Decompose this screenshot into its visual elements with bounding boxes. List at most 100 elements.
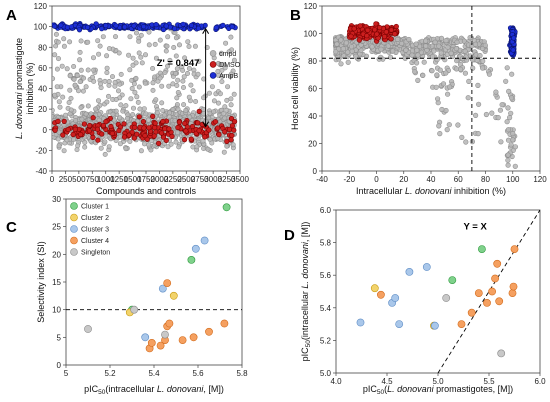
cmpd-point [437, 131, 443, 137]
y-tick-label: 40 [308, 112, 317, 121]
cmpd-point [505, 105, 511, 111]
cmpd-point [446, 122, 452, 128]
cmpd-point [458, 66, 464, 72]
cluster-point [391, 294, 400, 302]
cmpd-point [98, 145, 104, 151]
cmpd-point [163, 48, 169, 54]
dmso-point [189, 123, 196, 130]
cmpd-point [483, 111, 490, 118]
y-tick-label: 30 [52, 195, 61, 204]
cmpd-point [123, 103, 129, 109]
cmpd-point [343, 40, 349, 46]
dmso-point [182, 120, 188, 126]
cmpd-point [146, 29, 152, 35]
y-tick-label: 120 [34, 2, 48, 11]
x-tick-label: 500 [72, 175, 86, 184]
cmpd-point [138, 148, 144, 154]
cmpd-point [454, 39, 460, 45]
cmpd-point [443, 37, 449, 44]
cmpd-point [219, 73, 225, 79]
cmpd-point [173, 35, 179, 41]
cmpd-point [146, 142, 152, 148]
dmso-point [202, 134, 208, 140]
dmso-point [373, 21, 379, 27]
y-tick-label: 20 [38, 105, 47, 114]
cmpd-point [73, 118, 79, 124]
x-tick-label: -40 [316, 175, 328, 184]
cluster-point [187, 255, 196, 264]
cmpd-point [440, 81, 447, 87]
y-axis-label: Host cell viability (%) [290, 47, 300, 130]
dmso-point [166, 126, 172, 132]
dmso-point [356, 37, 363, 43]
cmpd-point [230, 142, 236, 148]
y-tick-label: 10 [52, 306, 61, 315]
cmpd-point [143, 111, 149, 117]
cmpd-point [141, 106, 147, 112]
cmpd-point [174, 66, 180, 72]
cmpd-point [206, 90, 212, 96]
cmpd-point [67, 87, 73, 93]
y-tick-label: 60 [38, 64, 47, 73]
cmpd-point [414, 60, 420, 66]
dmso-point [116, 128, 122, 134]
cmpd-point [167, 114, 173, 120]
ampb-point [76, 27, 83, 33]
cmpd-point [495, 114, 501, 121]
cmpd-point [71, 64, 77, 70]
legend-label: Cluster 2 [81, 215, 109, 222]
legend-marker [70, 202, 78, 210]
x-tick-label: 1250 [110, 175, 128, 184]
x-tick-label: 750 [86, 175, 100, 184]
cmpd-point [136, 84, 142, 90]
cmpd-point [85, 67, 91, 73]
cluster-point [467, 308, 476, 317]
cluster-point [165, 319, 174, 328]
cmpd-point [188, 82, 194, 88]
cluster-point [370, 284, 379, 293]
cmpd-point [205, 146, 211, 152]
cmpd-point [113, 34, 119, 40]
x-tick-label: 2500 [177, 175, 195, 184]
dmso-point [150, 113, 156, 119]
dmso-point [231, 127, 237, 133]
cmpd-point [181, 85, 187, 91]
dmso-point [109, 130, 115, 136]
dmso-point [132, 124, 138, 130]
cluster-point [491, 274, 499, 283]
cmpd-point [186, 66, 192, 72]
dmso-point [365, 27, 371, 33]
cmpd-point [499, 102, 505, 108]
dmso-point [351, 26, 357, 32]
cluster-point [200, 236, 209, 245]
legend-marker [70, 225, 78, 233]
cmpd-point [131, 105, 137, 111]
dmso-point [60, 132, 66, 138]
cmpd-point [146, 42, 152, 48]
dmso-point [129, 129, 135, 135]
legend-a: cmpd DMSO AmpB [209, 50, 241, 80]
x-tick-label: 20 [399, 175, 408, 184]
x-tick-label: 4.5 [381, 377, 393, 386]
dmso-point [78, 131, 84, 138]
cmpd-point [177, 42, 183, 48]
x-tick-label: 2250 [164, 175, 182, 184]
dmso-point [216, 132, 222, 138]
cmpd-point [187, 114, 193, 120]
dmso-point [188, 136, 194, 142]
cmpd-point [497, 107, 504, 113]
x-tick-label: -20 [343, 175, 355, 184]
cmpd-point [508, 142, 514, 148]
cmpd-point [226, 49, 232, 55]
dmso-point [99, 131, 105, 137]
cmpd-point [215, 68, 221, 74]
cmpd-point [209, 84, 215, 90]
y-tick-label: 5.6 [320, 271, 332, 280]
ampb-point [58, 22, 64, 28]
cluster-point [508, 289, 517, 297]
ampb-point [163, 23, 169, 29]
cmpd-point [96, 98, 102, 104]
y-tick-label: -20 [35, 146, 47, 155]
cluster-point [147, 338, 156, 347]
